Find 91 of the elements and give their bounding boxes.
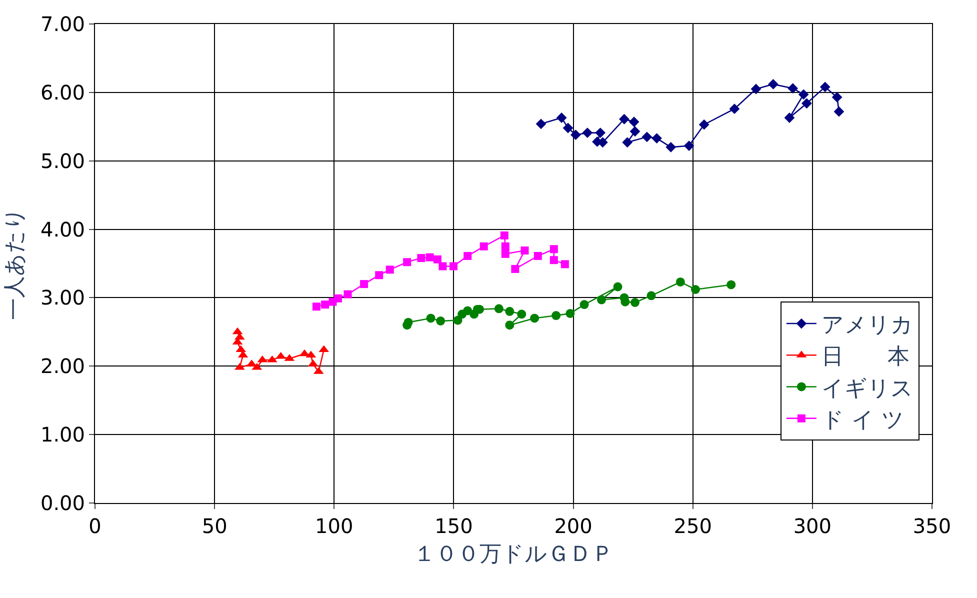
point — [556, 112, 567, 123]
point — [729, 104, 740, 114]
point — [613, 282, 622, 292]
x-tick-label: 200 — [554, 514, 592, 538]
point — [768, 79, 778, 90]
point — [676, 277, 685, 286]
point — [480, 242, 488, 250]
point — [750, 84, 762, 94]
point — [619, 114, 630, 124]
y-tick-label: 4.00 — [40, 217, 85, 242]
point — [500, 231, 508, 240]
point — [534, 252, 542, 260]
point — [570, 130, 581, 140]
point — [453, 316, 462, 325]
point — [505, 320, 514, 330]
point — [530, 314, 540, 323]
point — [834, 106, 844, 117]
y-tick-label: 5.00 — [40, 148, 85, 173]
x-tick-label: 150 — [434, 514, 473, 538]
point — [464, 252, 472, 260]
point — [417, 254, 426, 262]
x-tick-label: 100 — [315, 514, 354, 538]
point — [597, 295, 606, 304]
y-tick-label: 7.00 — [40, 12, 85, 36]
point — [798, 89, 809, 100]
y-axis-title: 一人あたり — [2, 207, 28, 320]
x-tick-label: 0 — [88, 514, 102, 538]
y-tick-label: 2.00 — [40, 354, 85, 378]
legend-label: ド イ ツ — [821, 408, 904, 433]
y-tick-label: 3.00 — [40, 286, 85, 310]
point — [501, 242, 510, 250]
point — [312, 302, 320, 311]
y-tick-label: 6.00 — [40, 80, 85, 104]
point — [698, 119, 710, 130]
point — [436, 316, 446, 326]
point — [552, 311, 561, 320]
point — [580, 300, 589, 310]
point — [505, 306, 514, 316]
point — [566, 308, 575, 318]
y-tick-label: 1.00 — [40, 422, 85, 447]
point — [646, 291, 656, 300]
point — [652, 133, 662, 144]
point — [386, 266, 394, 274]
point — [517, 310, 526, 319]
point — [560, 260, 569, 268]
point — [690, 285, 700, 294]
point — [801, 98, 812, 109]
point — [449, 262, 458, 270]
point — [494, 304, 504, 314]
point — [622, 137, 633, 148]
point — [820, 82, 830, 92]
point — [642, 132, 652, 142]
point — [628, 116, 640, 128]
point — [520, 246, 529, 254]
point — [562, 122, 574, 134]
point — [832, 92, 842, 102]
point — [595, 128, 606, 138]
point — [360, 280, 368, 288]
point — [334, 294, 342, 302]
point — [404, 318, 413, 327]
point — [536, 118, 546, 130]
point — [630, 298, 640, 307]
point — [582, 128, 593, 138]
x-tick-label: 250 — [674, 514, 712, 538]
point — [433, 255, 442, 264]
legend-label: イギリス — [821, 376, 914, 402]
point — [550, 245, 558, 254]
point — [550, 256, 558, 264]
point — [375, 271, 384, 280]
point — [426, 314, 436, 323]
x-tick-label: 50 — [202, 514, 228, 538]
point — [321, 300, 330, 309]
point — [344, 290, 352, 298]
x-axis-title: １００万ドルＧＤＰ — [414, 542, 614, 567]
point — [666, 142, 676, 152]
point — [784, 112, 795, 123]
legend-label: アメリカ — [821, 313, 914, 338]
point — [511, 264, 520, 273]
point — [426, 253, 434, 262]
point — [726, 280, 736, 290]
point — [438, 262, 447, 270]
point — [684, 140, 694, 151]
point — [630, 126, 640, 137]
point — [501, 250, 510, 258]
legend-label: 日 本 — [821, 344, 910, 370]
point — [267, 355, 278, 362]
point — [788, 83, 798, 94]
y-tick-label: 0.00 — [40, 491, 85, 515]
x-tick-label: 300 — [793, 514, 832, 538]
x-tick-label: 350 — [912, 514, 952, 538]
point — [403, 258, 412, 266]
